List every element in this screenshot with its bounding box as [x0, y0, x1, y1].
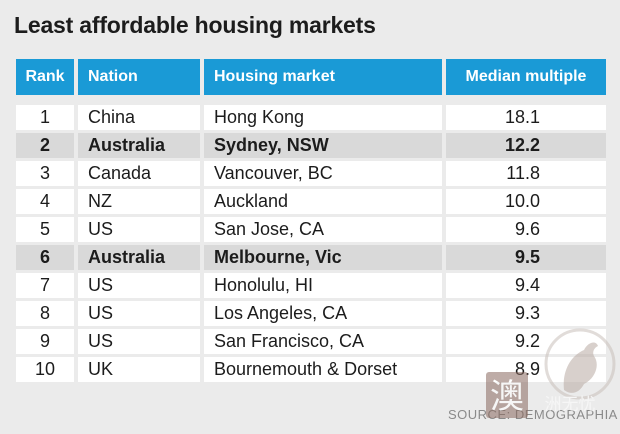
rank-cell: 1	[16, 105, 74, 130]
nation-cell: NZ	[78, 189, 200, 214]
housing-table: Rank Nation Housing market Median multip…	[12, 56, 610, 385]
spacer-cell	[204, 98, 442, 102]
nation-cell: UK	[78, 357, 200, 382]
nation-cell: China	[78, 105, 200, 130]
market-cell: San Francisco, CA	[204, 329, 442, 354]
market-cell: Honolulu, HI	[204, 273, 442, 298]
source-note: SOURCE: DEMOGRAPHIA	[448, 407, 618, 422]
multiple-cell: 9.3	[446, 301, 606, 326]
market-cell: Vancouver, BC	[204, 161, 442, 186]
multiple-cell: 9.4	[446, 273, 606, 298]
header-market: Housing market	[204, 59, 442, 95]
nation-cell: US	[78, 301, 200, 326]
market-cell: Hong Kong	[204, 105, 442, 130]
multiple-cell: 10.0	[446, 189, 606, 214]
table-row: 4 NZ Auckland 10.0	[16, 189, 606, 214]
spacer-cell	[16, 98, 74, 102]
rank-cell: 5	[16, 217, 74, 242]
multiple-cell: 9.6	[446, 217, 606, 242]
nation-cell: Canada	[78, 161, 200, 186]
market-cell: Auckland	[204, 189, 442, 214]
table-row: 6 Australia Melbourne, Vic 9.5	[16, 245, 606, 270]
rank-cell: 6	[16, 245, 74, 270]
header-nation: Nation	[78, 59, 200, 95]
market-cell: San Jose, CA	[204, 217, 442, 242]
table-row: 2 Australia Sydney, NSW 12.2	[16, 133, 606, 158]
table-body: 1 China Hong Kong 18.1 2 Australia Sydney, NSW…	[16, 98, 606, 382]
multiple-cell: 18.1	[446, 105, 606, 130]
market-cell: Melbourne, Vic	[204, 245, 442, 270]
rank-cell: 8	[16, 301, 74, 326]
rank-cell: 3	[16, 161, 74, 186]
market-cell: Sydney, NSW	[204, 133, 442, 158]
multiple-cell: 12.2	[446, 133, 606, 158]
nation-cell: US	[78, 217, 200, 242]
multiple-cell: 9.2	[446, 329, 606, 354]
table-row: 8 US Los Angeles, CA 9.3	[16, 301, 606, 326]
market-cell: Bournemouth & Dorset	[204, 357, 442, 382]
chart-title: Least affordable housing markets	[14, 12, 376, 38]
table-container: Rank Nation Housing market Median multip…	[12, 56, 607, 385]
nation-cell: Australia	[78, 133, 200, 158]
rank-cell: 2	[16, 133, 74, 158]
multiple-cell: 9.5	[446, 245, 606, 270]
multiple-cell: 8.9	[446, 357, 606, 382]
spacer-cell	[78, 98, 200, 102]
table-row: 7 US Honolulu, HI 9.4	[16, 273, 606, 298]
header-row: Rank Nation Housing market Median multip…	[16, 59, 606, 95]
rank-cell: 7	[16, 273, 74, 298]
rank-cell: 4	[16, 189, 74, 214]
nation-cell: Australia	[78, 245, 200, 270]
table-row: 1 China Hong Kong 18.1	[16, 105, 606, 130]
table-row: 10 UK Bournemouth & Dorset 8.9	[16, 357, 606, 382]
spacer-row	[16, 98, 606, 102]
header-rank: Rank	[16, 59, 74, 95]
nation-cell: US	[78, 273, 200, 298]
multiple-cell: 11.8	[446, 161, 606, 186]
rank-cell: 9	[16, 329, 74, 354]
table-row: 9 US San Francisco, CA 9.2	[16, 329, 606, 354]
market-cell: Los Angeles, CA	[204, 301, 442, 326]
table-row: 3 Canada Vancouver, BC 11.8	[16, 161, 606, 186]
rank-cell: 10	[16, 357, 74, 382]
spacer-cell	[446, 98, 606, 102]
nation-cell: US	[78, 329, 200, 354]
header-multiple: Median multiple	[446, 59, 606, 95]
table-row: 5 US San Jose, CA 9.6	[16, 217, 606, 242]
